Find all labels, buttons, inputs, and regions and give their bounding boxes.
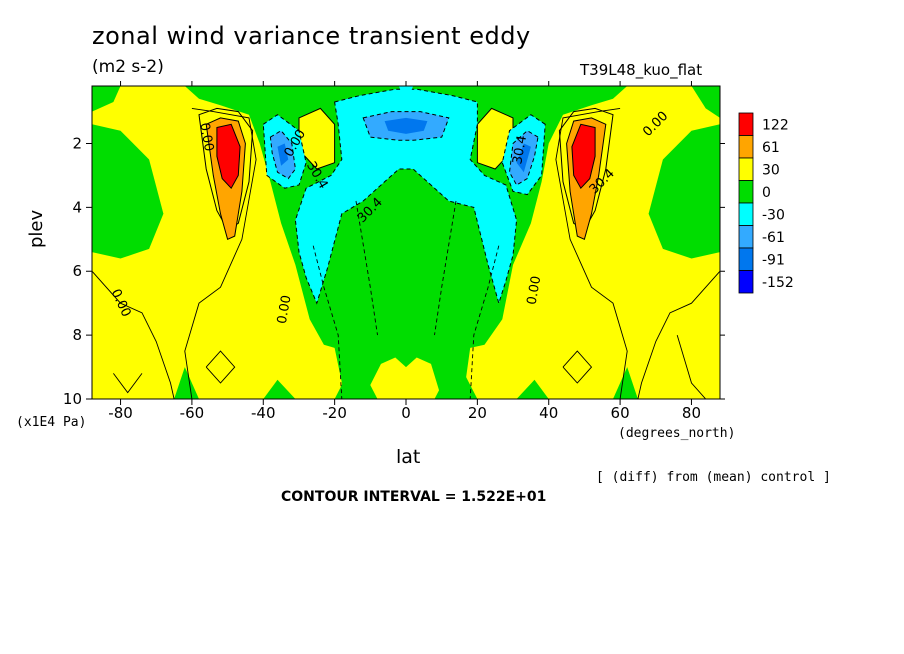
x-tick-label: -80	[108, 404, 133, 422]
y-tick-label: 2	[72, 134, 82, 152]
colorbar-swatch	[738, 270, 754, 294]
contour-interval-label: CONTOUR INTERVAL = 1.522E+01	[281, 489, 547, 505]
contour-line-8	[434, 200, 457, 336]
y-axis-label: plev	[26, 209, 47, 248]
colorbar-swatch	[738, 135, 754, 159]
green-spike-3	[263, 379, 296, 399]
blue-core-east	[516, 143, 531, 173]
colorbar-label: 30	[762, 162, 780, 178]
contour-line-6	[469, 245, 500, 399]
blue-core-west	[277, 143, 289, 166]
colorbar-label: 0	[762, 185, 771, 201]
diff-note: [ (diff) from (mean) control ]	[596, 470, 831, 485]
blue-core-top	[384, 117, 428, 134]
x-axis-label: lat	[396, 446, 421, 468]
contour-line-5	[312, 245, 343, 399]
x-tick-label: 60	[611, 404, 630, 422]
green-region-west	[92, 124, 164, 259]
x-tick-label: -20	[322, 404, 347, 422]
green-spike-west	[174, 367, 199, 399]
green-spike-2	[434, 357, 478, 399]
x-tick-label: 80	[682, 404, 701, 422]
green-spike-east	[613, 367, 638, 399]
y-tick-label: 4	[72, 198, 82, 216]
contour-line-12	[676, 334, 707, 399]
x-tick-label: -60	[180, 404, 205, 422]
contour-line-2	[637, 270, 720, 399]
green-corner-west	[92, 86, 121, 112]
x-tick-label: -40	[251, 404, 276, 422]
x-tick-label: 0	[401, 404, 411, 422]
green-region-east	[648, 124, 720, 259]
contour-line-7	[355, 200, 378, 336]
colorbar-swatch	[738, 247, 754, 271]
contour-line-9	[205, 350, 236, 384]
contour-line-1	[92, 270, 175, 399]
contour-label: 0.00	[525, 275, 545, 306]
red-max-east	[571, 123, 596, 190]
cyan-region-central	[294, 88, 518, 305]
cyan-cap	[398, 86, 414, 96]
contour-label: 30.4	[510, 134, 530, 165]
y-tick-label: 6	[72, 262, 82, 280]
green-spike-4	[516, 379, 549, 399]
colorbar-label: -152	[762, 275, 794, 291]
chart-title: zonal wind variance transient eddy	[92, 22, 531, 50]
x-axis-unit: (degrees_north)	[618, 426, 736, 441]
contour-line-4	[555, 107, 628, 399]
colorbar-label: -61	[762, 230, 785, 246]
y-axis-unit: (x1E4 Pa)	[16, 415, 87, 430]
y-tick-label: 10	[63, 390, 82, 408]
colorbar-label: -91	[762, 252, 785, 268]
chart-units: (m2 s-2)	[92, 57, 164, 77]
x-tick-label: 20	[468, 404, 487, 422]
green-spike-1	[334, 357, 378, 399]
y-tick-label: 8	[72, 326, 82, 344]
colorbar-label: 61	[762, 140, 780, 156]
contour-line-10	[562, 350, 593, 384]
colorbar-swatch	[738, 112, 754, 136]
contour-label: 0.00	[275, 294, 295, 325]
colorbar-swatch	[738, 225, 754, 249]
yellow-cell-bottom	[388, 373, 424, 399]
run-id-label: T39L48_kuo_flat	[580, 61, 703, 79]
colorbar-swatch	[738, 180, 754, 204]
contour-line-3	[184, 107, 257, 399]
contour-label: 0.00	[196, 122, 216, 153]
colorbar-swatch	[738, 202, 754, 226]
green-corner-east	[691, 86, 720, 118]
colorbar-label: -30	[762, 207, 785, 223]
colorbar-label: 122	[762, 117, 789, 133]
red-max-west	[216, 123, 241, 190]
colorbar-swatch	[738, 157, 754, 181]
contour-line-11	[113, 373, 143, 394]
x-tick-label: 40	[539, 404, 558, 422]
